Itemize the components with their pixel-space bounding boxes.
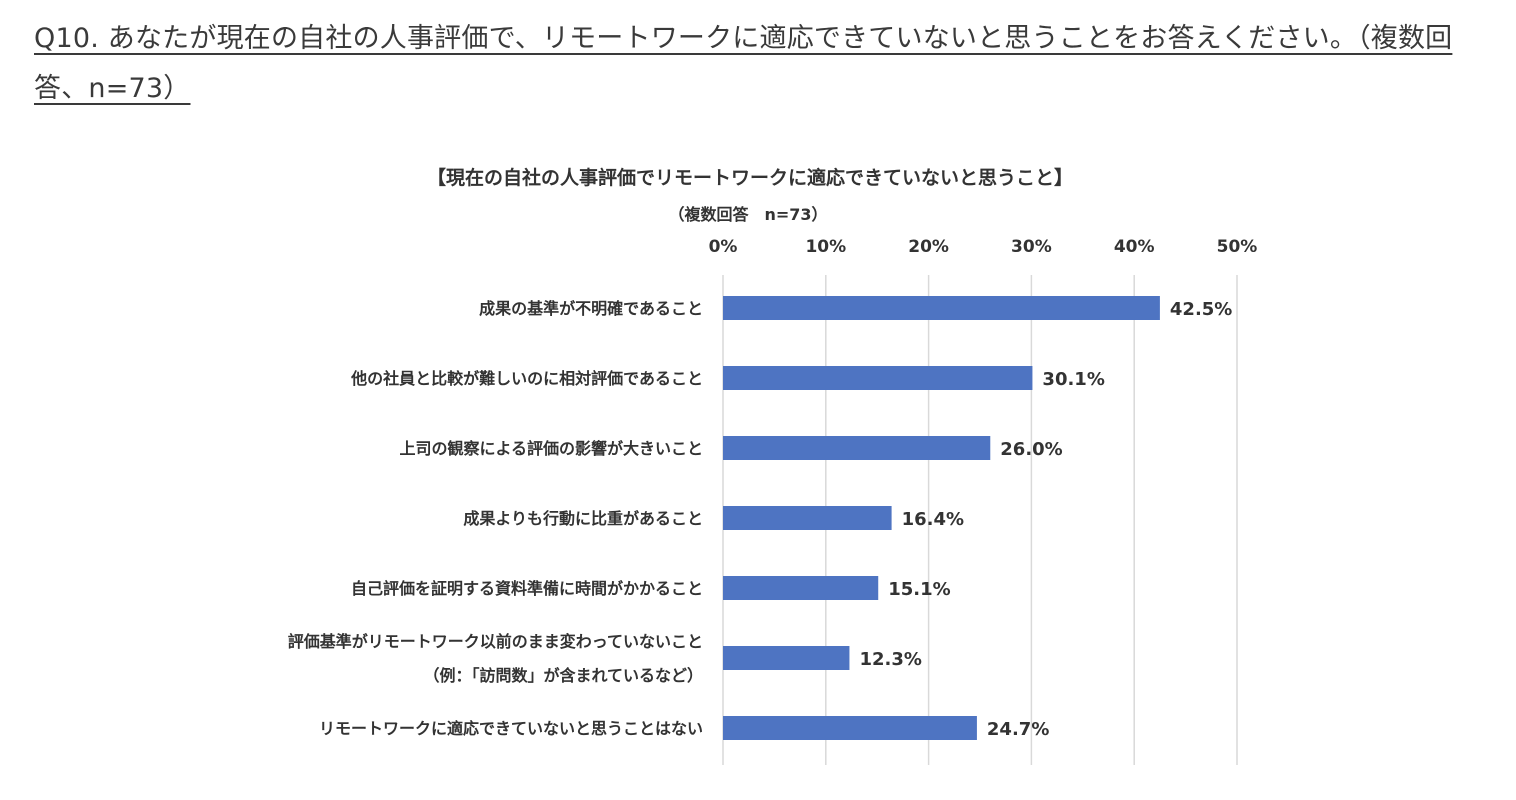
bar [723, 366, 1033, 390]
category-label: 成果の基準が不明確であること [479, 299, 703, 318]
bar [723, 646, 850, 670]
bar [723, 296, 1160, 320]
bars [723, 296, 1160, 740]
value-label: 12.3% [859, 649, 921, 670]
tick-label: 30% [1011, 237, 1052, 257]
category-labels: 成果の基準が不明確であること他の社員と比較が難しいのに相対評価であること上司の観… [288, 299, 703, 738]
category-label: 成果よりも行動に比重があること [463, 509, 703, 528]
value-label: 26.0% [1000, 439, 1062, 460]
value-label: 24.7% [987, 719, 1049, 740]
bar [723, 576, 879, 600]
category-label: 他の社員と比較が難しいのに相対評価であること [350, 369, 703, 388]
value-label: 16.4% [902, 509, 964, 530]
question-heading: Q10. あなたが現在の自社の人事評価で、リモートワークに適応できていないと思う… [34, 23, 1453, 104]
chart-container: 【現在の自社の人事評価でリモートワークに適応できていないと思うこと】 （複数回答… [0, 150, 1516, 796]
value-label: 42.5% [1170, 299, 1232, 320]
category-label: 評価基準がリモートワーク以前のまま変わっていないこと [288, 632, 703, 651]
tick-label: 20% [908, 237, 949, 257]
category-label: 自己評価を証明する資料準備に時間がかかること [351, 579, 703, 598]
value-label: 15.1% [888, 579, 950, 600]
bar [723, 436, 991, 460]
bar-chart: 【現在の自社の人事評価でリモートワークに適応できていないと思うこと】 （複数回答… [288, 166, 1258, 765]
category-label: リモートワークに適応できていないと思うことはない [319, 719, 703, 738]
bar [723, 716, 977, 740]
chart-subtitle: （複数回答 n=73） [668, 205, 827, 224]
gridlines [722, 275, 1238, 765]
category-label: （例：「訪問数」が含まれているなど） [423, 666, 703, 685]
value-label: 30.1% [1042, 369, 1104, 390]
chart-title: 【現在の自社の人事評価でリモートワークに適応できていないと思うこと】 [427, 166, 1073, 189]
axis-tick-labels: 0% 10% 20% 30% 40% 50% [709, 237, 1258, 257]
category-label: 上司の観察による評価の影響が大きいこと [399, 439, 703, 458]
tick-label: 50% [1217, 237, 1258, 257]
value-labels: 42.5% 30.1% 26.0% 16.4% 15.1% 12.3% 24.7% [859, 299, 1232, 740]
bar [723, 506, 892, 530]
tick-label: 0% [709, 237, 738, 257]
tick-label: 40% [1114, 237, 1155, 257]
tick-label: 10% [805, 237, 846, 257]
